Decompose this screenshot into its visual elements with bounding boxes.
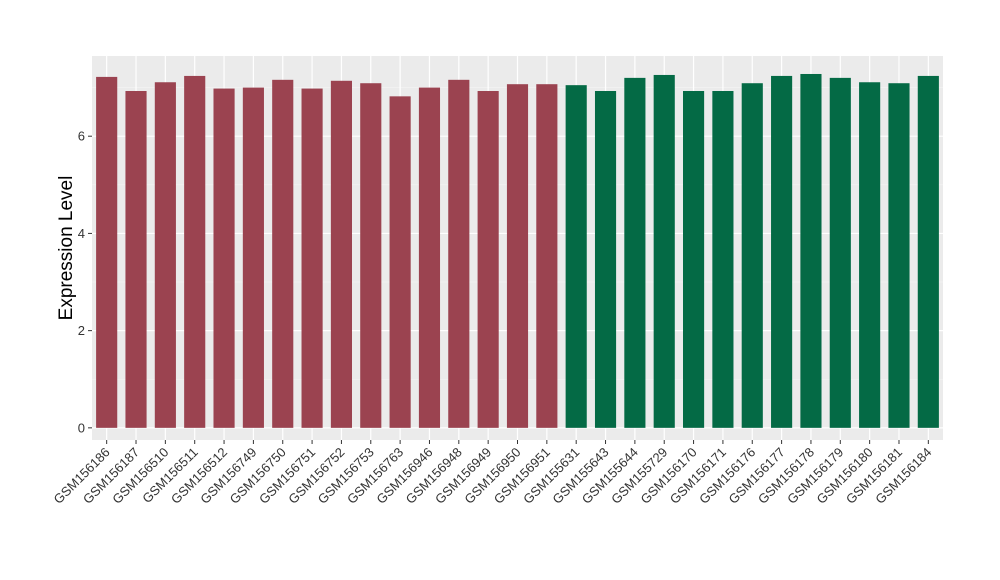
bar-GSM156510 — [154, 82, 176, 428]
y-axis: 0 2 4 6 — [78, 129, 92, 435]
bars — [96, 73, 939, 428]
bar-GSM156512 — [213, 88, 235, 428]
bar-GSM156752 — [330, 80, 352, 428]
bar-GSM156750 — [272, 79, 294, 428]
bar-GSM155643 — [594, 90, 617, 428]
y-tick-label: 2 — [78, 323, 85, 338]
bar-GSM156753 — [360, 83, 382, 428]
y-axis-label: Expression Level — [56, 176, 77, 321]
x-axis: GSM156186GSM156187GSM156510GSM156511GSM1… — [51, 440, 934, 507]
bar-GSM156179 — [829, 77, 851, 428]
bar-GSM156171 — [712, 90, 734, 428]
bar-GSM156177 — [771, 75, 793, 428]
y-tick-label: 6 — [78, 129, 85, 144]
bar-GSM156946 — [418, 87, 441, 428]
bar-GSM156170 — [683, 90, 705, 428]
bar-GSM156176 — [741, 83, 763, 428]
bar-GSM155644 — [624, 77, 646, 428]
bar-GSM156186 — [96, 76, 118, 428]
y-tick-label: 0 — [78, 420, 85, 435]
bar-GSM156948 — [448, 79, 470, 428]
bar-GSM156751 — [301, 88, 323, 428]
bar-GSM156180 — [859, 82, 881, 428]
bar-GSM156187 — [125, 90, 147, 428]
bar-GSM156178 — [800, 73, 822, 428]
bar-GSM156763 — [389, 96, 411, 428]
bar-GSM156951 — [536, 84, 558, 428]
bar-GSM155631 — [565, 85, 587, 428]
bar-GSM156950 — [506, 84, 529, 428]
bar-GSM156181 — [888, 83, 910, 428]
bar-GSM156949 — [477, 90, 499, 428]
y-tick-label: 4 — [78, 226, 85, 241]
bar-GSM156511 — [184, 75, 206, 428]
bar-GSM155729 — [653, 74, 675, 428]
bar-GSM156749 — [242, 87, 264, 428]
bar-GSM156184 — [917, 75, 939, 428]
